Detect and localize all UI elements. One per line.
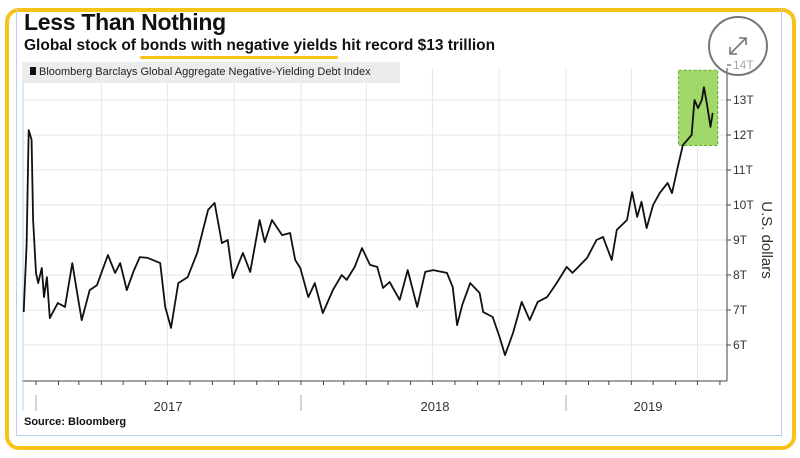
y-tick-label: 8T (733, 268, 748, 282)
chart-subtitle: Global stock of bonds with negative yiel… (24, 37, 495, 55)
y-axis-label: U.S. dollars (758, 201, 775, 279)
source-note: Source: Bloomberg (24, 416, 127, 428)
legend-label: Bloomberg Barclays Global Aggregate Nega… (39, 66, 371, 78)
expand-arrows-icon (729, 37, 747, 55)
grid (22, 68, 727, 381)
legend-swatch (30, 67, 36, 75)
highlight-frame (5, 8, 796, 450)
subtitle-highlight: bonds with negative yields (140, 37, 338, 54)
x-tick-label: 2018 (421, 399, 450, 414)
series-line (22, 86, 714, 356)
subtitle-post: hit record $13 trillion (337, 37, 496, 54)
x-tick-label: 2017 (154, 399, 183, 414)
y-tick-label: 7T (733, 303, 748, 317)
y-tick-label: 10T (733, 198, 754, 212)
x-tick-label: 2019 (634, 399, 663, 414)
y-tick-label: 6T (733, 338, 748, 352)
subtitle-pre: Global stock of (24, 37, 141, 54)
chart-card (16, 9, 782, 436)
y-tick-label: 9T (733, 233, 748, 247)
legend: Bloomberg Barclays Global Aggregate Nega… (22, 62, 400, 83)
y-tick-label: 11T (733, 163, 753, 177)
expand-button[interactable] (708, 16, 768, 76)
y-tick-label: 12T (733, 128, 754, 142)
chart-title: Less Than Nothing (24, 9, 226, 35)
y-tick-label: 13T (733, 93, 754, 107)
